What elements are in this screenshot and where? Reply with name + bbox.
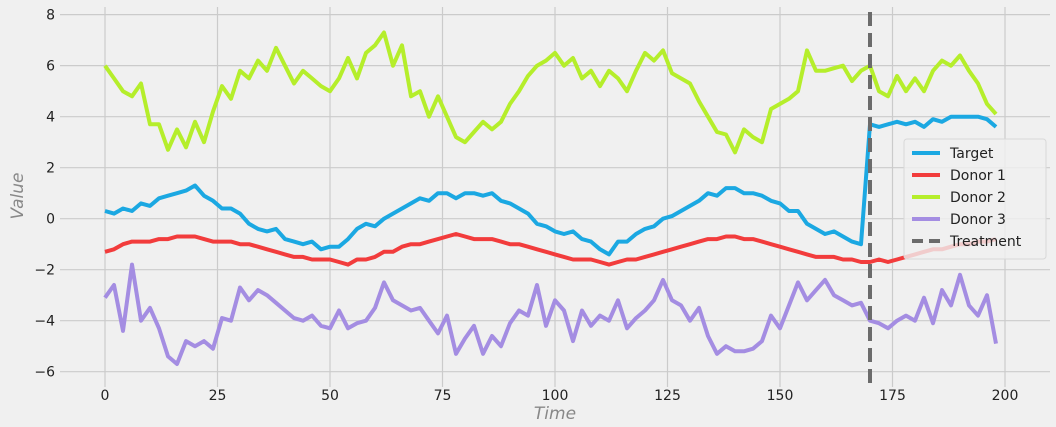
tick-labels: 0 25 50 75 100 125 150 175 200 −6 −4 −2 0 2 4 6 8: [34, 8, 1018, 404]
x-tick-label: 100: [542, 388, 569, 404]
y-tick-label: 8: [46, 8, 55, 24]
y-tick-label: −4: [34, 314, 55, 330]
x-tick-label: 75: [434, 388, 452, 404]
x-axis-label: Time: [534, 404, 576, 424]
y-tick-label: −2: [34, 263, 55, 279]
x-tick-label: 150: [767, 388, 794, 404]
legend-label: Treatment: [949, 234, 1022, 250]
y-tick-label: 2: [46, 161, 55, 177]
series-line-donor-3: [103, 262, 998, 366]
legend-label: Donor 3: [950, 212, 1006, 228]
y-axis-label: Value: [8, 173, 28, 220]
legend-label: Target: [949, 146, 994, 162]
x-tick-label: 25: [209, 388, 227, 404]
y-tick-label: 6: [46, 59, 55, 75]
legend: Target Donor 1 Donor 2 Donor 3 Treatment: [903, 138, 1047, 260]
x-tick-label: 0: [101, 388, 110, 404]
x-tick-label: 125: [654, 388, 681, 404]
series-line-target: [104, 114, 998, 257]
y-tick-label: 4: [46, 110, 55, 126]
series-line-donor-1: [104, 232, 997, 267]
legend-label: Donor 2: [950, 190, 1006, 206]
y-tick-label: 0: [46, 212, 55, 228]
series-line-donor-2: [103, 30, 998, 155]
legend-box: [903, 138, 1047, 260]
series-lines: [103, 12, 998, 387]
legend-label: Donor 1: [950, 168, 1006, 184]
x-tick-label: 200: [992, 388, 1019, 404]
grid: [60, 7, 1050, 387]
x-tick-label: 175: [879, 388, 906, 404]
y-tick-label: −6: [34, 365, 55, 381]
x-tick-label: 50: [321, 388, 339, 404]
